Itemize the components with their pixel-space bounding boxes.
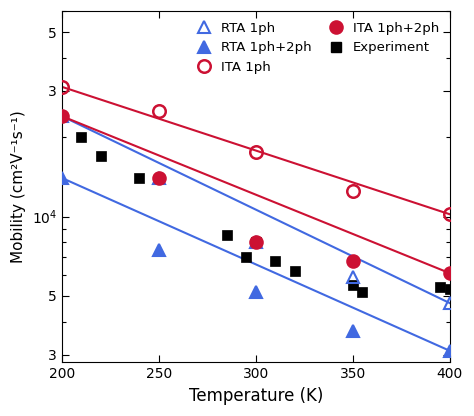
Legend: RTA 1ph, RTA 1ph+2ph, ITA 1ph, ITA 1ph+2ph, Experiment, : RTA 1ph, RTA 1ph+2ph, ITA 1ph, ITA 1ph+2… [187, 18, 443, 78]
Y-axis label: Mobility (cm²V⁻¹s⁻¹): Mobility (cm²V⁻¹s⁻¹) [11, 110, 26, 263]
X-axis label: Temperature (K): Temperature (K) [189, 387, 323, 405]
